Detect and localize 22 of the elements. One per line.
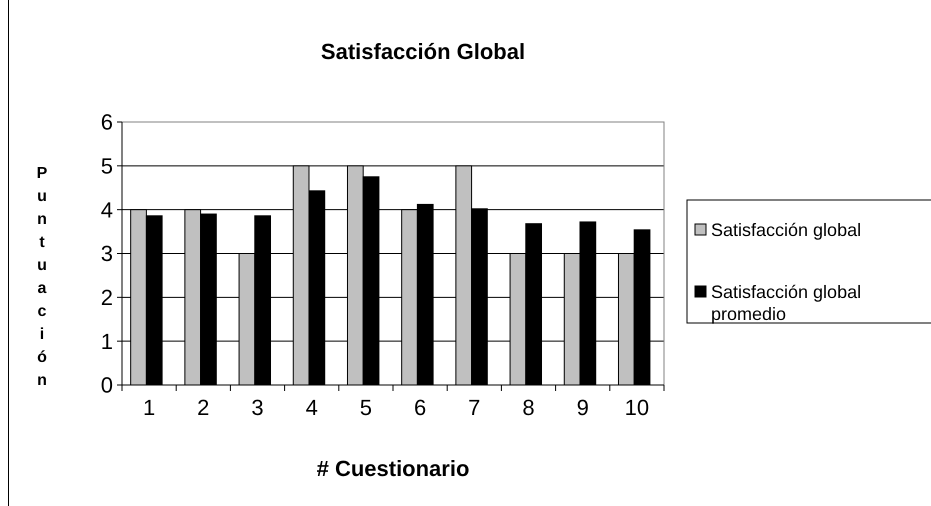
- legend-label: Satisfacción global: [711, 220, 862, 240]
- x-axis-title: # Cuestionario: [316, 456, 470, 481]
- text: Puntuación: [36, 165, 48, 389]
- y-tick-label: 3: [100, 241, 113, 266]
- chart-title: Satisfacción Global: [320, 39, 526, 64]
- y-tick-label: 0: [100, 372, 113, 398]
- x-tick-label: 4: [306, 395, 318, 420]
- x-tick-label: 7: [468, 395, 480, 420]
- y-tick-label: 6: [100, 110, 113, 135]
- y-tick-label: 5: [100, 154, 113, 179]
- x-tick-label: 3: [251, 395, 264, 420]
- x-tick-label: 8: [522, 395, 535, 420]
- legend-label: Satisfacción global promedio: [711, 282, 862, 324]
- x-tick-label: 9: [576, 395, 589, 420]
- y-tick-label: 4: [100, 197, 113, 222]
- x-tick-label: 2: [197, 395, 210, 420]
- x-tick-label: 10: [624, 395, 650, 420]
- y-tick-label: 1: [100, 328, 113, 354]
- x-tick-label: 5: [360, 395, 372, 420]
- x-tick-label: 6: [414, 395, 426, 420]
- x-tick-label: 1: [142, 395, 156, 420]
- y-tick-label: 2: [100, 285, 113, 310]
